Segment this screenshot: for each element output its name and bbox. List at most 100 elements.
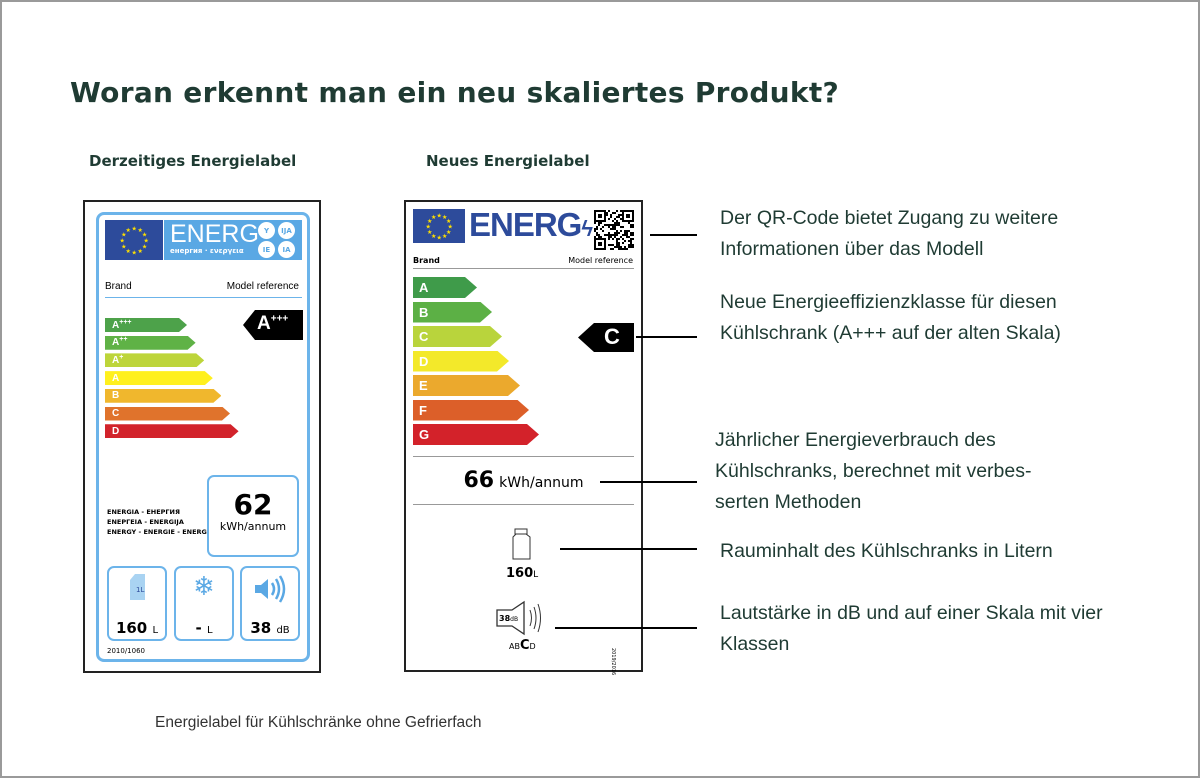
volume-box: 1L 160 L xyxy=(107,566,167,641)
brand-label: Brand xyxy=(105,281,132,292)
svg-text:★: ★ xyxy=(431,214,436,221)
noise-row: 38dB xyxy=(499,614,518,623)
connector-line xyxy=(636,336,697,338)
language-list: ENERGIA - ЕНЕРГИЯ ΕΝΕΡΓΕΙΑ - ENERGIJA EN… xyxy=(107,507,209,537)
noise-value: 38 xyxy=(250,619,272,637)
new-energy-label: ★ ★ ★ ★ ★ ★ ★ ★ ★ ★ ★ ★ ENERGϟ Brand Model referenc… xyxy=(404,200,643,676)
svg-text:★: ★ xyxy=(142,232,147,239)
connector-line xyxy=(650,234,697,236)
rating-letter: C xyxy=(604,324,620,349)
svg-text:★: ★ xyxy=(446,218,451,225)
language-line: ENERGIA - ЕНЕРГИЯ xyxy=(107,508,181,516)
energy-class-bar: B xyxy=(105,388,222,403)
svg-text:★: ★ xyxy=(446,229,451,236)
connector-line xyxy=(560,548,697,550)
volume-value: 160 xyxy=(506,566,534,581)
connector-line xyxy=(600,481,697,483)
noise-class: B xyxy=(514,642,520,651)
divider xyxy=(413,504,634,505)
energy-class-bar: G xyxy=(413,424,539,445)
energy-class-bar: A ++ xyxy=(105,335,196,350)
speaker-icon xyxy=(255,575,286,603)
energy-class-bar: A xyxy=(105,371,213,386)
consumption-value: 66 xyxy=(463,468,495,493)
connector-line xyxy=(555,627,697,629)
energ-logo: ENERG xyxy=(170,220,259,248)
svg-text:★: ★ xyxy=(126,227,131,234)
freezer-box: ❄ - L xyxy=(174,566,234,641)
annotation-volume: Rauminhalt des Kühlschranks in Litern xyxy=(720,540,1053,562)
svg-text:★: ★ xyxy=(431,233,436,240)
eu-flag-icon: ★ ★ ★ ★ ★ ★ ★ ★ ★ ★ ★ ★ xyxy=(105,220,163,260)
noise-class: A xyxy=(509,642,515,651)
old-label-heading: Derzeitiges Energielabel xyxy=(89,152,297,170)
svg-text:★: ★ xyxy=(427,218,432,225)
volume-unit: L xyxy=(533,570,539,580)
freezer-value: - xyxy=(195,619,202,637)
divider xyxy=(413,268,634,269)
qr-code[interactable] xyxy=(594,210,634,250)
noise-value: 38 xyxy=(499,614,511,623)
svg-text:★: ★ xyxy=(132,226,137,233)
brand-label: Brand xyxy=(413,256,440,265)
noise-class-selected: C xyxy=(519,638,530,653)
annotation-energy-class: Neue Energieeffizienzklasse für diesen K… xyxy=(720,291,1061,344)
svg-text:★: ★ xyxy=(132,250,137,257)
noise-class: D xyxy=(529,642,536,651)
rating-letter: A xyxy=(257,313,271,334)
noise-unit: dB xyxy=(510,616,519,623)
svg-text:★: ★ xyxy=(138,227,143,234)
old-energ-header: ENERG енергия · ενεργεια Y IJA IE IA xyxy=(164,220,302,260)
consumption-unit: kWh/annum xyxy=(219,520,287,533)
svg-text:★: ★ xyxy=(126,248,131,255)
svg-text:★: ★ xyxy=(144,238,149,245)
energy-class-bar: F xyxy=(413,399,529,421)
speaker-icon xyxy=(496,600,541,636)
svg-text:★: ★ xyxy=(121,244,126,251)
language-badge: Y xyxy=(258,222,275,239)
lightning-icon: ϟ xyxy=(581,216,593,241)
model-reference-label: Model reference xyxy=(226,281,299,292)
annotation-noise: Lautstärke in dB und auf einer Skala mit… xyxy=(720,602,1103,655)
language-line: ENERGY - ENERGIE - ENERGI xyxy=(107,528,210,536)
consumption-value: 62 xyxy=(233,488,273,521)
energy-class-bar: C xyxy=(413,326,502,347)
energy-class-bar: B xyxy=(413,301,492,323)
energy-class-bar: D xyxy=(105,424,239,439)
eu-flag-icon: ★ ★ ★ ★ ★ ★ ★ ★ ★ ★ ★ ★ xyxy=(413,209,465,243)
svg-text:★: ★ xyxy=(427,229,432,236)
energy-class-bar: A + xyxy=(105,353,205,368)
rating-arrow: A+++ xyxy=(243,310,303,340)
noise-class-scale: ABCD xyxy=(509,638,536,653)
noise-box: 38 dB xyxy=(240,566,300,641)
svg-text:★: ★ xyxy=(142,244,147,251)
svg-text:★: ★ xyxy=(437,213,442,220)
rating-sup: +++ xyxy=(270,313,289,325)
svg-text:★: ★ xyxy=(426,224,431,231)
svg-text:★: ★ xyxy=(138,248,143,255)
regulation-number: 2019/2016 xyxy=(610,648,616,676)
consumption-row: 66 kWh/annum xyxy=(406,468,641,493)
milk-carton-icon: 1L xyxy=(130,574,145,600)
svg-text:★: ★ xyxy=(437,235,442,242)
energy-class-bar: A +++ xyxy=(105,318,187,332)
energ-subtitle: енергия · ενεργεια xyxy=(170,247,244,255)
snowflake-icon: ❄ xyxy=(193,572,215,602)
page-title: Woran erkennt man ein neu skaliertes Pro… xyxy=(70,76,840,109)
noise-unit: dB xyxy=(276,625,290,636)
svg-text:★: ★ xyxy=(120,238,125,245)
volume-row: 160L xyxy=(506,566,538,581)
freezer-unit: L xyxy=(206,625,213,636)
svg-text:★: ★ xyxy=(448,224,453,231)
divider xyxy=(413,456,634,457)
caption: Energielabel für Kühlschränke ohne Gefri… xyxy=(155,714,482,731)
regulation-number: 2010/1060 xyxy=(107,647,145,655)
energy-class-bar: C xyxy=(105,406,230,421)
annotation-qr-code: Der QR-Code bietet Zugang zu weitere Inf… xyxy=(720,207,1059,260)
divider xyxy=(105,297,302,298)
svg-text:1L: 1L xyxy=(136,586,144,594)
rating-arrow: C xyxy=(578,323,634,352)
fridge-bottle-icon xyxy=(512,528,531,560)
